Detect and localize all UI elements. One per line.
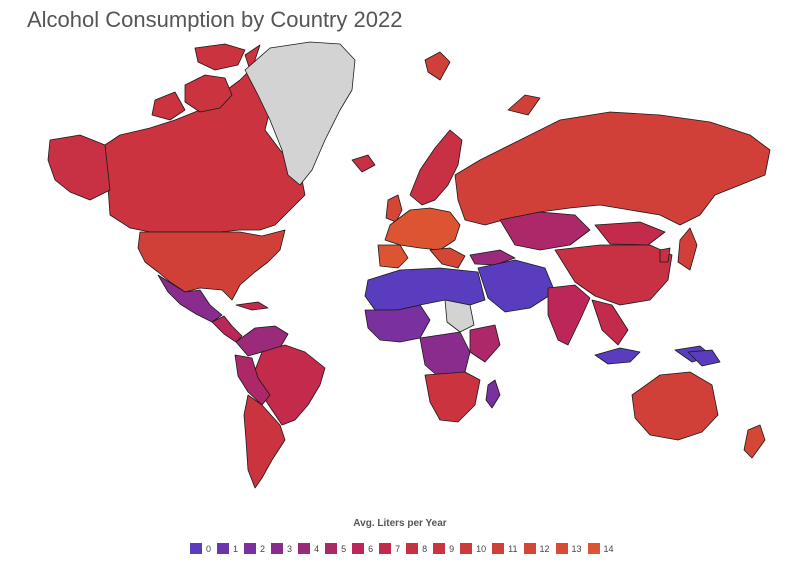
legend-label: 9 — [449, 543, 455, 554]
legend-label: 12 — [539, 543, 550, 554]
legend-label: 10 — [476, 543, 487, 554]
legend-item[interactable]: 1 — [217, 543, 239, 555]
legend-item[interactable]: 13 — [555, 543, 582, 555]
legend-label: 7 — [395, 543, 401, 554]
legend-swatch — [433, 543, 446, 555]
legend-swatch — [587, 543, 600, 555]
country-korea[interactable] — [659, 247, 671, 263]
legend-title: Avg. Liters per Year — [353, 518, 447, 529]
legend-swatch — [460, 543, 473, 555]
country-scandinavia[interactable] — [409, 129, 463, 206]
legend-item[interactable]: 5 — [325, 543, 347, 555]
legend-label: 4 — [314, 543, 320, 554]
country-new-guinea[interactable] — [687, 349, 721, 367]
country-central-america[interactable] — [211, 315, 243, 343]
country-peru-bolivia[interactable] — [234, 354, 271, 406]
country-western-europe[interactable] — [384, 207, 461, 251]
country-southern-africa[interactable] — [424, 371, 481, 423]
country-north-africa[interactable] — [364, 267, 486, 311]
country-southeast-asia[interactable] — [591, 299, 629, 346]
legend: Avg. Liters per Year 0 1 2 3 4 5 6 7 8 9 10 11 12 13 1… — [0, 518, 800, 562]
country-australia[interactable] — [631, 371, 719, 441]
country-arctic-islands-3[interactable] — [194, 43, 246, 71]
country-japan[interactable] — [677, 227, 698, 271]
legend-item[interactable]: 9 — [433, 543, 455, 555]
country-arctic-islands-2[interactable] — [151, 91, 186, 121]
legend-item[interactable]: 10 — [460, 543, 487, 555]
country-arctic-islands-1[interactable] — [184, 74, 233, 113]
legend-label: 2 — [260, 543, 266, 554]
legend-item[interactable]: 6 — [352, 543, 374, 555]
legend-label: 8 — [422, 543, 428, 554]
country-greenland[interactable] — [244, 41, 356, 186]
country-italy-balkans[interactable] — [429, 247, 466, 269]
country-uk[interactable] — [385, 194, 403, 223]
legend-label: 11 — [508, 543, 518, 554]
country-iberia[interactable] — [377, 244, 409, 269]
legend-swatch — [244, 543, 257, 555]
legend-swatch — [379, 543, 392, 555]
country-mexico[interactable] — [157, 274, 223, 323]
chart-title: Alcohol Consumption by Country 2022 — [27, 7, 403, 32]
legend-label: 6 — [368, 543, 374, 554]
legend-swatch — [492, 543, 505, 555]
legend-swatch — [298, 543, 311, 555]
legend-swatch — [217, 543, 230, 555]
world-map-svg — [47, 41, 771, 489]
legend-label: 3 — [287, 543, 293, 554]
legend-label: 13 — [571, 543, 582, 554]
country-novaya-zemlya[interactable] — [507, 94, 541, 116]
legend-swatch — [352, 543, 365, 555]
country-new-zealand[interactable] — [743, 424, 766, 459]
legend-item[interactable]: 8 — [406, 543, 428, 555]
country-mongolia[interactable] — [594, 221, 666, 246]
country-madagascar[interactable] — [485, 379, 501, 409]
country-iceland[interactable] — [351, 154, 376, 173]
legend-item[interactable]: 3 — [271, 543, 293, 555]
world-map — [0, 40, 800, 510]
country-argentina-chile[interactable] — [243, 394, 286, 489]
legend-item[interactable]: 7 — [379, 543, 401, 555]
country-kazakhstan-central-asia[interactable] — [499, 211, 591, 251]
legend-label: 0 — [206, 543, 212, 554]
legend-item[interactable]: 4 — [298, 543, 320, 555]
legend-swatch — [555, 543, 568, 555]
legend-item[interactable]: 14 — [587, 543, 614, 555]
country-cuba[interactable] — [235, 301, 269, 311]
legend-swatch — [325, 543, 338, 555]
legend-items: 0 1 2 3 4 5 6 7 8 9 10 11 12 13 14 — [190, 540, 620, 555]
country-indonesia-1[interactable] — [594, 347, 641, 365]
country-central-africa[interactable] — [419, 331, 471, 379]
country-india[interactable] — [547, 284, 591, 346]
country-east-africa[interactable] — [469, 324, 501, 363]
country-russia[interactable] — [454, 111, 771, 226]
legend-swatch — [271, 543, 284, 555]
country-china[interactable] — [554, 244, 673, 306]
legend-item[interactable]: 2 — [244, 543, 266, 555]
country-sudan[interactable] — [444, 299, 475, 333]
country-usa[interactable] — [137, 229, 286, 301]
country-turkey[interactable] — [469, 249, 516, 266]
legend-item[interactable]: 12 — [523, 543, 550, 555]
legend-label: 14 — [603, 543, 614, 554]
legend-label: 5 — [341, 543, 347, 554]
country-middle-east[interactable] — [477, 259, 556, 313]
legend-swatch — [190, 543, 202, 555]
legend-swatch — [523, 543, 536, 555]
legend-item[interactable]: 11 — [492, 543, 518, 555]
country-alaska[interactable] — [47, 134, 111, 201]
country-svalbard[interactable] — [424, 51, 451, 81]
legend-swatch — [406, 543, 419, 555]
country-west-africa[interactable] — [364, 304, 431, 343]
legend-item[interactable]: 0 — [190, 543, 212, 555]
legend-label: 1 — [233, 543, 239, 554]
